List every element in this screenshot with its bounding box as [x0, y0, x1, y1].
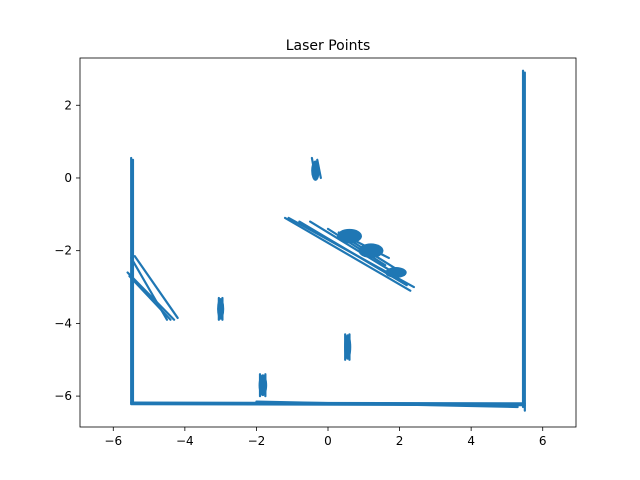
point-trace-14 — [309, 220, 401, 278]
point-cluster-0 — [217, 297, 225, 320]
x-tick-label-5: 4 — [467, 434, 475, 448]
y-tick-label-3: −4 — [54, 316, 72, 330]
y-axis: 2 0 −2 −4 −6 — [54, 98, 80, 403]
x-tick-label-1: −4 — [176, 434, 194, 448]
point-trace-11 — [283, 216, 412, 292]
point-trace-7 — [126, 271, 176, 321]
x-tick-label-4: 2 — [396, 434, 404, 448]
y-tick-label-4: −6 — [54, 389, 72, 403]
y-tick-label-1: 0 — [64, 171, 72, 185]
y-tick-label-2: −2 — [54, 244, 72, 258]
point-cluster-3 — [311, 160, 320, 181]
point-cluster-4 — [336, 228, 362, 244]
y-tick-label-0: 2 — [64, 98, 72, 112]
x-tick-label-2: −2 — [248, 434, 266, 448]
point-trace-10 — [128, 275, 172, 321]
x-tick-label-0: −6 — [104, 434, 122, 448]
point-trace-6 — [255, 400, 519, 409]
point-cluster-1 — [258, 374, 268, 397]
x-axis: −6 −4 −2 0 2 4 6 — [104, 427, 547, 448]
point-cluster-6 — [385, 267, 407, 278]
point-cluster-5 — [358, 243, 384, 258]
x-tick-label-6: 6 — [539, 434, 547, 448]
chart-title: Laser Points — [286, 38, 371, 54]
point-cluster-2 — [344, 334, 352, 360]
x-tick-label-3: 0 — [324, 434, 332, 448]
point-trace-9 — [133, 255, 179, 320]
plot-marks — [126, 69, 526, 412]
